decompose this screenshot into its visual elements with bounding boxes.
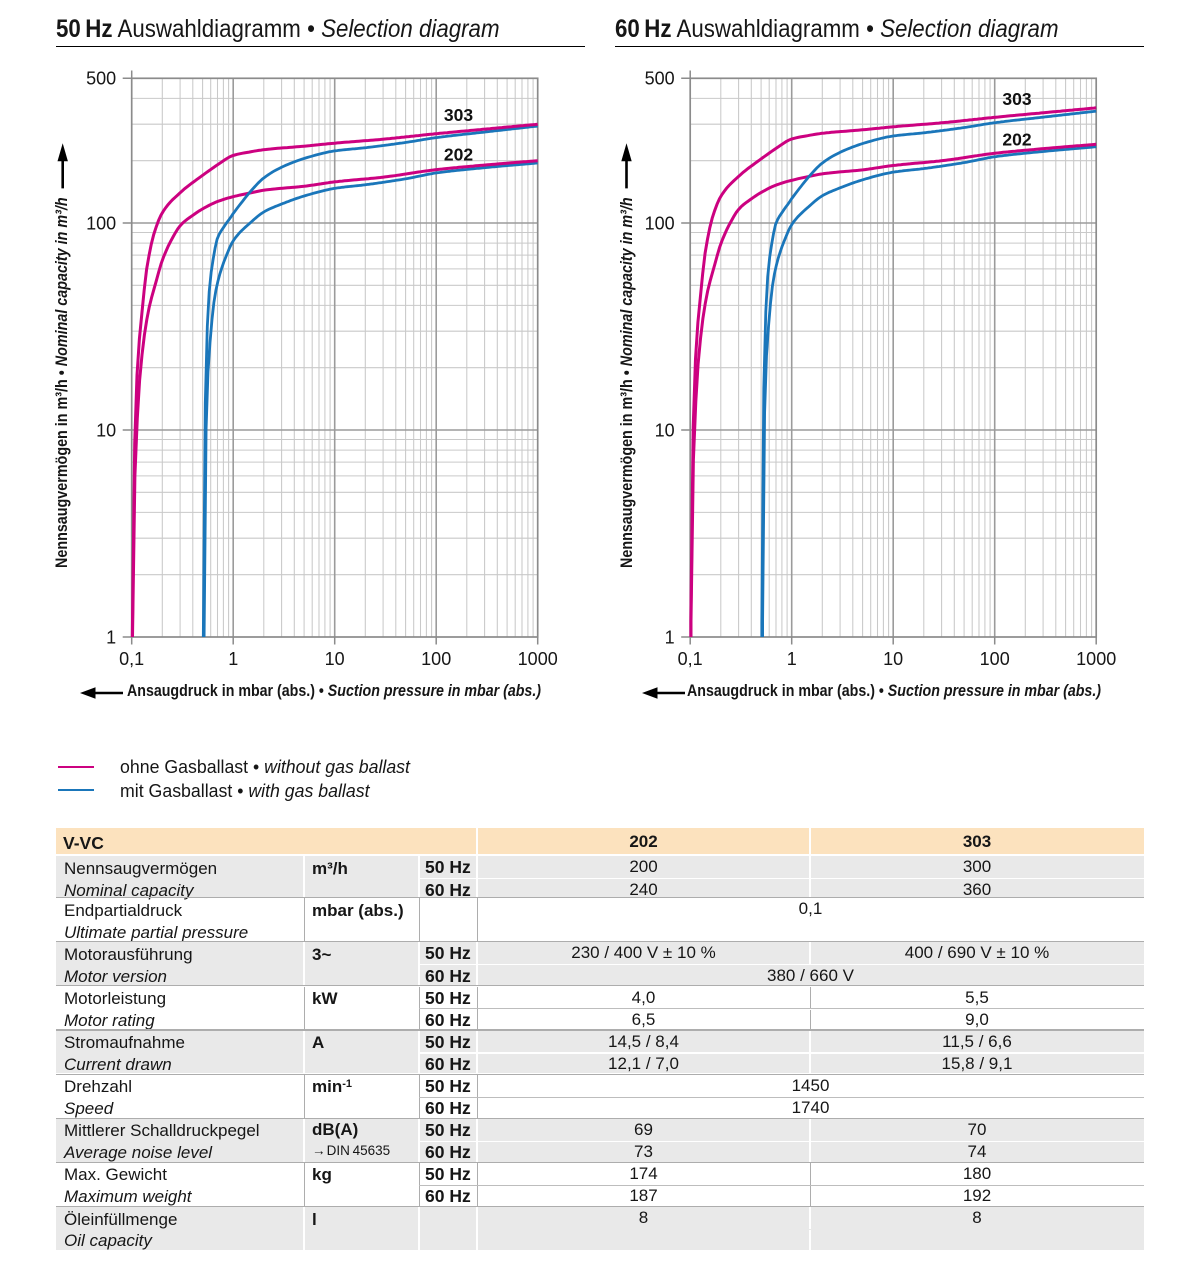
- svg-text:1: 1: [665, 627, 675, 647]
- svg-text:1: 1: [228, 649, 238, 669]
- svg-text:10: 10: [655, 420, 675, 440]
- svg-text:1000: 1000: [1076, 649, 1116, 669]
- svg-text:303: 303: [444, 105, 473, 125]
- svg-text:202: 202: [444, 145, 473, 165]
- svg-text:10: 10: [325, 649, 345, 669]
- svg-text:100: 100: [421, 649, 451, 669]
- svg-text:100: 100: [86, 213, 116, 233]
- svg-text:10: 10: [96, 420, 116, 440]
- svg-text:1: 1: [787, 649, 797, 669]
- svg-text:500: 500: [86, 69, 116, 89]
- svg-text:100: 100: [980, 649, 1010, 669]
- svg-text:1000: 1000: [518, 649, 558, 669]
- svg-text:500: 500: [645, 69, 675, 89]
- svg-text:10: 10: [883, 649, 903, 669]
- svg-text:202: 202: [1002, 130, 1031, 150]
- svg-text:100: 100: [645, 213, 675, 233]
- svg-text:1: 1: [106, 627, 116, 647]
- svg-text:303: 303: [1002, 89, 1031, 109]
- svg-text:0,1: 0,1: [678, 649, 703, 669]
- svg-text:0,1: 0,1: [119, 649, 144, 669]
